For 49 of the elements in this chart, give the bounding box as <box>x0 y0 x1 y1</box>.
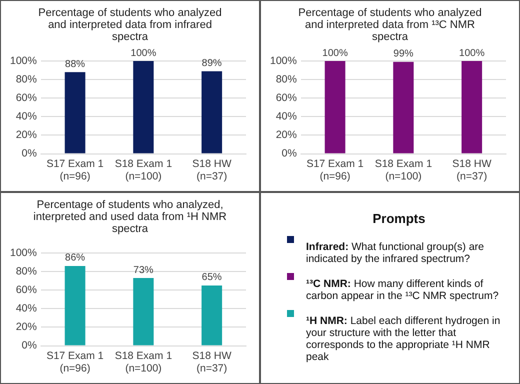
bar <box>133 278 154 346</box>
y-tick-label: 60% <box>16 92 37 104</box>
x-tick-label: S18 Exam 1 (n=100) <box>374 158 432 183</box>
x-tick-label: S18 HW (n=37) <box>452 158 492 183</box>
x-tick-label: S17 Exam 1 (n=96) <box>306 158 364 183</box>
y-tick-label: 100% <box>10 54 37 67</box>
bar <box>64 72 86 154</box>
y-tick-label: 20% <box>16 321 37 334</box>
data-label: 65% <box>202 272 222 284</box>
y-tick-label: 80% <box>16 73 37 86</box>
y-tick-label: 100% <box>270 54 297 67</box>
y-tick-label: 0% <box>22 148 37 160</box>
x-tick-label: S18 Exam 1 (n=100) <box>114 158 172 183</box>
data-label: 100% <box>322 48 348 59</box>
text: Infrared: What functional group(s) are indicated by the infrared spectrum? <box>306 241 484 265</box>
text: ¹³C NMR: How many different kinds of carbon appear in the ¹³C NMR spectrum? <box>306 278 499 302</box>
text: ¹H NMR: Label each different hydrogen in your structure with the letter that corresponds to the appropriate ¹H NMR peak <box>306 315 500 363</box>
bar <box>64 266 86 346</box>
bar <box>133 61 154 154</box>
y-tick-label: 20% <box>16 129 37 142</box>
data-label: 88% <box>65 58 86 70</box>
text: Prompts <box>372 211 426 226</box>
y-tick-label: 60% <box>16 284 37 296</box>
data-label: 100% <box>459 48 485 59</box>
data-label: 73% <box>133 264 154 276</box>
y-tick-label: 40% <box>16 110 37 123</box>
chart-title: Percentage of students who analyzed, interpreted and used data from ¹H NMR spectra <box>32 198 228 237</box>
x-tick-label: S18 Exam 1 (n=100) <box>114 350 172 375</box>
bar <box>202 285 222 346</box>
data-label: 86% <box>65 252 86 264</box>
y-tick-label: 80% <box>276 73 297 86</box>
y-tick-label: 100% <box>10 246 37 259</box>
y-tick-label: 40% <box>16 302 37 315</box>
x-tick-label: S18 HW (n=37) <box>192 350 232 375</box>
x-tick-label: S17 Exam 1 (n=96) <box>46 158 104 183</box>
bar <box>202 71 222 154</box>
x-tick-label: S17 Exam 1 (n=96) <box>46 350 104 375</box>
data-label: 100% <box>130 48 156 59</box>
chart-title: Percentage of students who analyzed and interpreted data from ¹³C NMR spectra <box>297 6 483 45</box>
data-label: 99% <box>393 48 414 60</box>
y-tick-label: 0% <box>22 340 37 352</box>
y-tick-label: 0% <box>282 148 297 160</box>
data-label: 89% <box>202 58 222 69</box>
chart-title: Percentage of students who analyzed and interpreted data from infrared spectra <box>37 6 223 45</box>
y-tick-label: 40% <box>276 110 297 123</box>
y-tick-label: 60% <box>276 92 297 104</box>
y-tick-label: 20% <box>276 129 297 142</box>
x-tick-label: S18 HW (n=37) <box>192 158 232 183</box>
y-tick-label: 80% <box>16 265 37 278</box>
